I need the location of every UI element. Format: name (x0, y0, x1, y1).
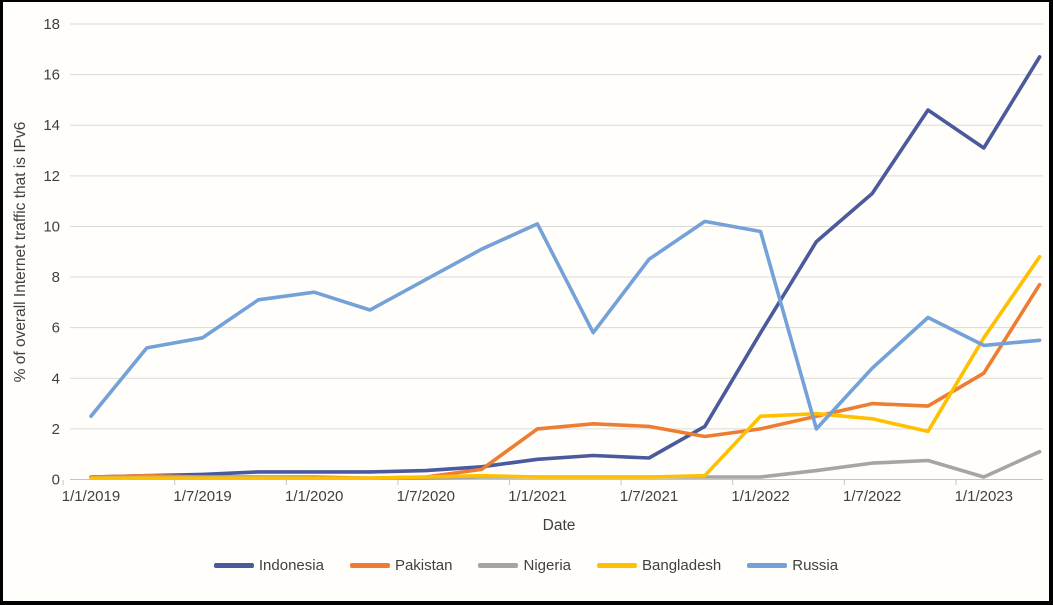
legend-label-pakistan: Pakistan (394, 557, 453, 574)
legend-swatch-russia-line (747, 563, 788, 568)
legend-swatch-nigeria-line (478, 563, 519, 568)
x-axis-tick-labels: 1/1/2019 1/7/2019 1/1/2020 1/7/2020 1/1/2021… (62, 488, 1013, 505)
legend-swatch-pakistan-line (349, 563, 390, 568)
x-tick-label: 1/7/2021 (620, 488, 678, 505)
x-tick-label: 1/7/2020 (397, 488, 455, 505)
legend-item-pakistan: Pakistan (349, 556, 453, 575)
y-tick-label: 16 (43, 67, 60, 84)
y-axis-title: % of overall Internet traffic that is IP… (12, 122, 29, 383)
legend-swatch-bangladesh-line (597, 563, 638, 568)
y-tick-label: 4 (52, 370, 60, 387)
legend-swatch-indonesia-line (213, 563, 254, 568)
y-tick-label: 10 (43, 218, 60, 235)
y-tick-label: 8 (52, 269, 60, 286)
x-tick-label: 1/7/2019 (173, 488, 231, 505)
legend-label-russia: Russia (792, 557, 839, 574)
line-chart: 0 2 4 6 8 10 12 14 16 18 1/1/2019 1/7/2019 1/1/2020… (12, 16, 1043, 534)
legend-item-indonesia: Indonesia (213, 556, 324, 575)
x-tick-label: 1/7/2022 (843, 488, 901, 505)
x-tick-label: 1/1/2021 (508, 488, 566, 505)
x-tick-label: 1/1/2022 (731, 488, 789, 505)
series-line-bangladesh (89, 255, 1042, 481)
y-tick-label: 6 (52, 320, 60, 337)
x-tick-label: 1/1/2020 (285, 488, 343, 505)
legend-item-russia: Russia (747, 556, 838, 575)
x-tick-label: 1/1/2023 (955, 488, 1013, 505)
y-axis-tick-labels: 0 2 4 6 8 10 12 14 16 18 (43, 16, 60, 489)
legend-label-indonesia: Indonesia (258, 557, 324, 574)
y-tick-label: 18 (43, 16, 60, 33)
y-tick-label: 0 (52, 472, 60, 489)
x-tick-label: 1/1/2019 (62, 488, 120, 505)
legend-item-nigeria: Nigeria (478, 556, 571, 575)
legend-item-bangladesh: Bangladesh (597, 556, 721, 575)
legend-label-bangladesh: Bangladesh (642, 557, 722, 574)
legend-label-nigeria: Nigeria (523, 557, 572, 574)
chart-legend: Indonesia Pakistan Nigeria Bangladesh Russia (3, 556, 1049, 575)
x-axis-title: Date (543, 517, 576, 534)
x-axis-line-and-ticks (62, 480, 957, 485)
y-tick-label: 14 (43, 117, 60, 134)
series-lines (89, 55, 1042, 481)
series-line-russia (89, 219, 1042, 431)
series-line-pakistan (89, 282, 1042, 481)
gridlines (70, 23, 1043, 480)
series-line-indonesia (89, 55, 1042, 479)
y-tick-label: 2 (52, 421, 60, 438)
y-tick-label: 12 (43, 168, 60, 185)
